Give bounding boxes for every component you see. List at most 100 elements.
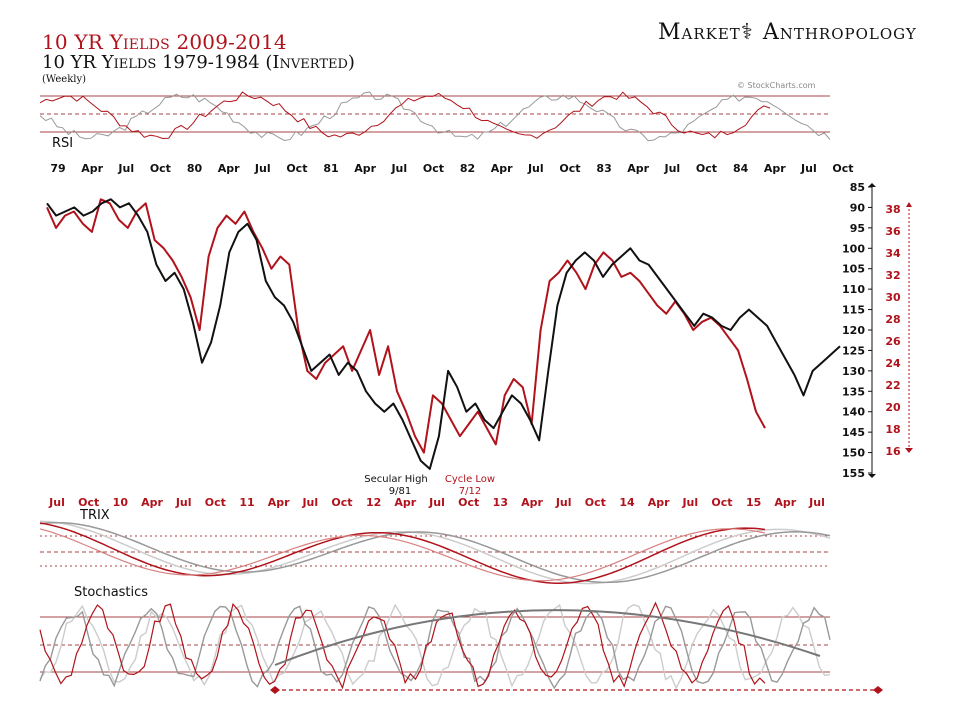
inverted-axis-label: 125 bbox=[842, 344, 865, 357]
bottom-axis-tick: Oct bbox=[458, 496, 479, 509]
yield-axis-label: 24 bbox=[885, 357, 901, 370]
inverted-axis-label: 145 bbox=[842, 426, 865, 439]
top-axis-tick: Apr bbox=[218, 162, 240, 175]
bottom-axis-tick: 15 bbox=[746, 496, 761, 509]
bottom-axis-tick: Apr bbox=[521, 496, 543, 509]
top-axis-tick: Apr bbox=[491, 162, 513, 175]
inverted-axis-label: 140 bbox=[842, 406, 865, 419]
top-axis-tick: Oct bbox=[832, 162, 853, 175]
series-line bbox=[46, 198, 841, 470]
top-axis-tick: Apr bbox=[627, 162, 649, 175]
main-panel bbox=[46, 198, 841, 470]
top-axis-tick: Jul bbox=[117, 162, 134, 175]
top-axis-tick: Jul bbox=[800, 162, 817, 175]
inverted-axis-label: 110 bbox=[842, 283, 865, 296]
inverted-axis-label: 100 bbox=[842, 242, 865, 255]
yield-axis-label: 22 bbox=[885, 379, 900, 392]
annotation-secular-high-date: 9/81 bbox=[389, 486, 411, 497]
rsi-label: RSI bbox=[52, 136, 74, 151]
yield-axis-label: 34 bbox=[885, 247, 901, 260]
yield-axis-label: 18 bbox=[885, 423, 900, 436]
yield-axis-arrow-down bbox=[905, 448, 913, 453]
top-axis-tick: Jul bbox=[527, 162, 544, 175]
inverted-axis-label: 90 bbox=[850, 201, 866, 214]
bottom-axis-tick: Apr bbox=[774, 496, 796, 509]
bottom-axis-tick: Oct bbox=[331, 496, 352, 509]
top-axis-tick: Oct bbox=[559, 162, 580, 175]
chart-title-black: 10 YR Yields 1979-1984 (Inverted) bbox=[42, 52, 355, 73]
inverted-axis-label: 95 bbox=[850, 222, 865, 235]
top-axis-tick: Jul bbox=[254, 162, 271, 175]
trix-line-gray bbox=[39, 521, 831, 584]
bottom-axis-tick: Jul bbox=[175, 496, 192, 509]
top-axis-tick: Jul bbox=[390, 162, 407, 175]
bottom-axis-tick: Oct bbox=[585, 496, 606, 509]
bottom-axis: Jul Oct 10 Apr Jul Oct 11 Apr Jul Oct 12 Apr Jul Oct 1… bbox=[48, 496, 825, 509]
inverted-axis-label: 85 bbox=[850, 181, 865, 194]
chart-title-red: 10 YR Yields 2009-2014 bbox=[42, 30, 287, 54]
brand-left: Market bbox=[658, 20, 741, 45]
top-axis-tick: Jul bbox=[663, 162, 680, 175]
yield-axis-label: 16 bbox=[885, 445, 901, 458]
bottom-axis-tick: Apr bbox=[268, 496, 290, 509]
top-axis-tick: 81 bbox=[323, 162, 338, 175]
bottom-axis-tick: Jul bbox=[428, 496, 445, 509]
top-axis-tick: Apr bbox=[354, 162, 376, 175]
inverted-axis-arrow-down bbox=[868, 474, 876, 478]
top-axis-tick: Apr bbox=[764, 162, 786, 175]
annotation-cycle-low-date: 7/12 bbox=[459, 486, 481, 497]
right-axis: 38 36 34 32 30 28 26 24 22 20 18 16 bbox=[885, 202, 913, 458]
yield-axis-label: 30 bbox=[885, 291, 901, 304]
rsi-line-red bbox=[39, 91, 771, 140]
yield-axis-label: 20 bbox=[885, 401, 901, 414]
top-axis: 79 Apr Jul Oct 80 Apr Jul Oct 81 Apr Jul Oct 82 Apr Ju… bbox=[50, 162, 853, 175]
stoch-floor-marker-left bbox=[270, 686, 280, 694]
yield-axis-label: 36 bbox=[885, 225, 901, 238]
bottom-axis-tick: Oct bbox=[711, 496, 732, 509]
trix-line-red bbox=[39, 522, 766, 584]
bottom-axis-tick: Jul bbox=[48, 496, 65, 509]
inverted-axis-label: 150 bbox=[842, 447, 865, 460]
yield-axis-label: 28 bbox=[885, 313, 900, 326]
bottom-axis-tick: Jul bbox=[301, 496, 318, 509]
trix-label: TRIX bbox=[80, 508, 110, 523]
rsi-line-gray bbox=[39, 91, 831, 142]
yield-axis-label: 26 bbox=[885, 335, 901, 348]
top-axis-tick: Oct bbox=[286, 162, 307, 175]
stockcharts-credit: © StockCharts.com bbox=[737, 81, 816, 90]
trix-panel bbox=[39, 520, 831, 585]
inverted-axis-label: 105 bbox=[842, 263, 865, 276]
top-axis-tick: Oct bbox=[696, 162, 717, 175]
brand-right: Anthropology bbox=[762, 20, 917, 45]
bottom-axis-tick: 11 bbox=[239, 496, 254, 509]
inverted-axis-label: 120 bbox=[842, 324, 865, 337]
stochastics-label: Stochastics bbox=[74, 585, 149, 600]
bottom-axis-tick: Apr bbox=[141, 496, 163, 509]
bottom-axis-tick: 12 bbox=[366, 496, 381, 509]
inverted-axis-label: 155 bbox=[842, 467, 865, 480]
bottom-axis-tick: Jul bbox=[808, 496, 825, 509]
annotation-secular-high: Secular High bbox=[364, 474, 428, 485]
bottom-axis-tick: Jul bbox=[555, 496, 572, 509]
trix-line-lightred bbox=[39, 528, 766, 582]
inverted-axis-label: 130 bbox=[842, 365, 865, 378]
bottom-axis-tick: Oct bbox=[205, 496, 226, 509]
chart-frequency: (Weekly) bbox=[42, 74, 87, 85]
stoch-line-red bbox=[39, 601, 766, 690]
stoch-floor-marker-right bbox=[873, 686, 883, 694]
yield-axis-label: 38 bbox=[885, 203, 900, 216]
bottom-axis-tick: 10 bbox=[113, 496, 129, 509]
rsi-panel bbox=[39, 91, 831, 142]
annotation-cycle-low: Cycle Low bbox=[445, 474, 495, 485]
bottom-axis-tick: 14 bbox=[619, 496, 635, 509]
inverted-axis-label: 135 bbox=[842, 385, 865, 398]
yield-axis-label: 32 bbox=[885, 269, 900, 282]
bottom-axis-tick: Apr bbox=[394, 496, 416, 509]
inverted-axis-arrow-up bbox=[868, 183, 876, 187]
top-axis-tick: 80 bbox=[187, 162, 203, 175]
stoch-line-gray bbox=[39, 605, 831, 690]
bottom-axis-tick: 13 bbox=[493, 496, 508, 509]
